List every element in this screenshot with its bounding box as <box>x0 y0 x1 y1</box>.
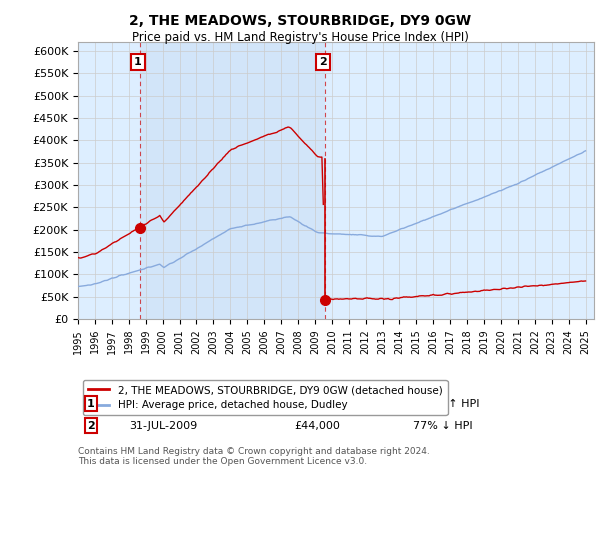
Text: Price paid vs. HM Land Registry's House Price Index (HPI): Price paid vs. HM Land Registry's House … <box>131 31 469 44</box>
Bar <box>140 42 325 319</box>
Text: 28-AUG-1998: 28-AUG-1998 <box>130 399 205 409</box>
Text: 139% ↑ HPI: 139% ↑ HPI <box>413 399 480 409</box>
Text: 77% ↓ HPI: 77% ↓ HPI <box>413 421 473 431</box>
Text: 2, THE MEADOWS, STOURBRIDGE, DY9 0GW: 2, THE MEADOWS, STOURBRIDGE, DY9 0GW <box>129 14 471 28</box>
Text: 2: 2 <box>319 57 327 67</box>
Text: £205,000: £205,000 <box>295 399 347 409</box>
Text: 31-JUL-2009: 31-JUL-2009 <box>130 421 198 431</box>
Text: 1: 1 <box>134 57 142 67</box>
Text: £44,000: £44,000 <box>295 421 341 431</box>
Text: Contains HM Land Registry data © Crown copyright and database right 2024.
This d: Contains HM Land Registry data © Crown c… <box>78 447 430 466</box>
Legend: 2, THE MEADOWS, STOURBRIDGE, DY9 0GW (detached house), HPI: Average price, detac: 2, THE MEADOWS, STOURBRIDGE, DY9 0GW (de… <box>83 380 448 416</box>
Text: 2: 2 <box>87 421 95 431</box>
Text: 1: 1 <box>87 399 95 409</box>
